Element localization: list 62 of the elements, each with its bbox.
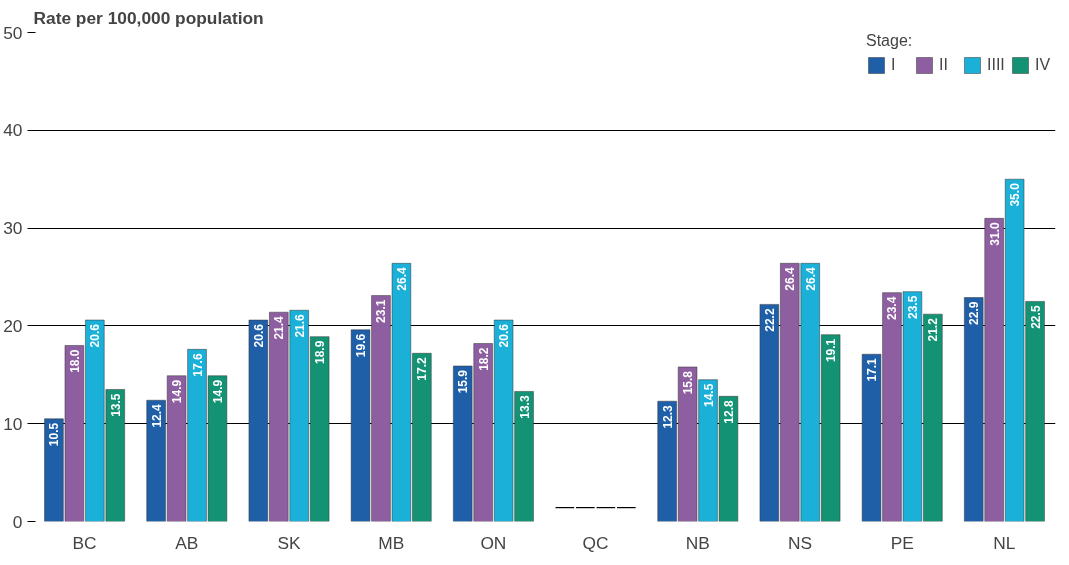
y-tick-label: 30 — [3, 218, 23, 239]
data-label: 18.0 — [67, 349, 82, 373]
data-label: 10.5 — [47, 422, 62, 447]
data-label: 31.0 — [987, 221, 1002, 246]
x-tick-label: MB — [378, 532, 405, 553]
data-label: 35.0 — [1008, 182, 1023, 207]
y-tick-label: 40 — [3, 120, 23, 141]
text: — — [596, 495, 616, 516]
legend-label: II — [939, 56, 949, 74]
data-label: 19.1 — [824, 338, 839, 363]
data-label: 14.9 — [210, 379, 225, 404]
text: — — [555, 495, 575, 516]
x-tick-label: NB — [685, 532, 710, 553]
data-label: 13.5 — [108, 393, 123, 417]
data-label: 13.3 — [517, 395, 532, 419]
legend-title: Stage: — [866, 32, 914, 50]
x-tick-label: ON — [480, 532, 507, 553]
data-label: 19.6 — [354, 333, 369, 358]
data-label: 26.4 — [394, 266, 409, 291]
data-label: 15.9 — [456, 369, 471, 394]
y-tick-label: 10 — [3, 413, 23, 434]
data-label: 26.4 — [783, 266, 798, 291]
data-label: 22.5 — [1028, 305, 1043, 329]
data-label: 26.4 — [803, 266, 818, 291]
y-axis-title: Rate per 100,000 population — [33, 7, 264, 28]
data-label: 17.2 — [415, 356, 430, 381]
data-label: 17.6 — [190, 353, 205, 377]
data-label: 22.9 — [967, 301, 982, 325]
data-label: 23.5 — [905, 295, 920, 320]
x-tick-label: NL — [993, 532, 1016, 553]
data-label: 20.6 — [251, 323, 266, 348]
data-label: 23.1 — [374, 299, 389, 323]
legend-label: IIII — [987, 56, 1006, 74]
legend-label: I — [891, 56, 897, 74]
data-label: 22.2 — [762, 308, 777, 332]
data-label: 17.1 — [865, 357, 880, 382]
data-label: 20.6 — [88, 323, 103, 348]
data-label: 21.2 — [926, 317, 941, 342]
data-label: 21.6 — [292, 313, 307, 338]
data-label: 12.3 — [660, 404, 675, 429]
x-tick-label: QC — [582, 532, 609, 553]
data-label: 18.2 — [476, 347, 491, 371]
data-label: 14.5 — [701, 383, 716, 408]
x-tick-label: NS — [787, 532, 813, 553]
legend-label: IV — [1035, 56, 1052, 74]
y-tick-label: 0 — [12, 511, 23, 532]
text: — — [576, 495, 595, 516]
data-label: 12.4 — [149, 403, 164, 428]
y-tick-label: 50 — [3, 22, 23, 43]
data-label: 18.9 — [313, 340, 328, 365]
x-tick-label: SK — [277, 532, 301, 553]
x-tick-label: AB — [175, 532, 199, 553]
x-tick-label: PE — [890, 532, 914, 553]
data-label: 14.9 — [170, 379, 185, 404]
data-label: 12.8 — [721, 399, 736, 424]
y-tick-label: 20 — [3, 315, 23, 336]
text: — — [616, 495, 636, 516]
x-tick-label: BC — [72, 532, 97, 553]
data-label: 15.8 — [681, 370, 696, 395]
data-label: 21.4 — [272, 315, 287, 340]
data-label: 20.6 — [497, 323, 512, 348]
data-label: 23.4 — [885, 296, 900, 320]
